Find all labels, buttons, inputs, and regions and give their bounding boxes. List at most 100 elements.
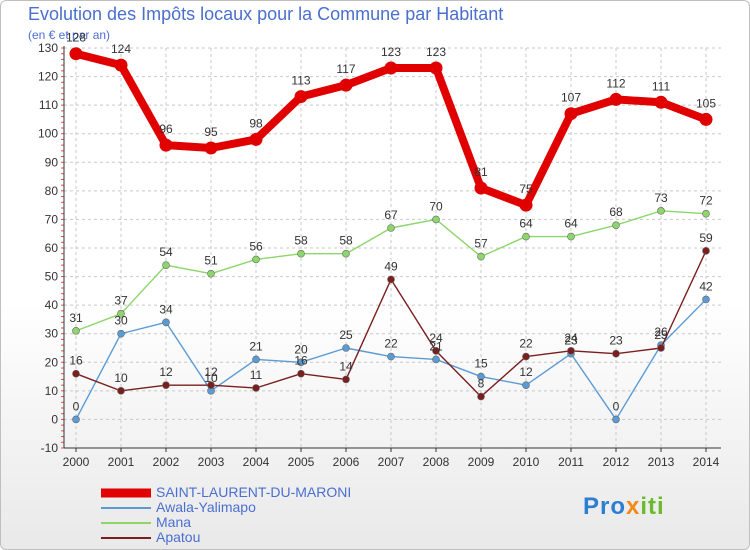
y-tick-label: 110 [39, 98, 58, 112]
data-label: 15 [474, 357, 488, 371]
x-tick-label: 2004 [243, 455, 270, 469]
y-tick-label: 100 [38, 127, 58, 141]
data-label: 25 [339, 328, 353, 342]
x-tick-label: 2000 [63, 455, 90, 469]
y-tick-label: 0 [51, 412, 58, 426]
data-label: 11 [250, 368, 263, 382]
data-point [432, 347, 440, 355]
data-point [384, 61, 398, 75]
data-label: 123 [381, 45, 401, 59]
data-label: 34 [159, 302, 173, 316]
data-label: 96 [159, 122, 173, 136]
x-tick-label: 2014 [693, 455, 720, 469]
data-label: 57 [474, 237, 488, 251]
data-label: 16 [294, 354, 308, 368]
data-point [609, 92, 623, 106]
data-label: 49 [384, 259, 398, 273]
data-point [702, 209, 710, 218]
data-point [72, 327, 80, 335]
data-point [207, 269, 215, 278]
data-label: 124 [111, 42, 131, 56]
data-label: 37 [114, 294, 128, 308]
y-tick-label: 120 [38, 70, 58, 84]
data-point [117, 387, 125, 395]
data-label: 113 [291, 74, 310, 88]
data-label: 23 [609, 334, 623, 348]
data-label: 22 [384, 337, 398, 351]
x-tick-label: 2009 [468, 455, 495, 469]
data-point [654, 95, 668, 109]
y-tick-label: 130 [38, 41, 58, 55]
data-point [657, 207, 665, 215]
data-label: 98 [249, 116, 263, 130]
y-tick-label: 20 [45, 355, 59, 369]
x-tick-label: 2001 [108, 455, 135, 469]
data-point [699, 112, 713, 126]
data-point [207, 381, 215, 389]
data-label: 72 [699, 194, 713, 208]
data-label: 59 [699, 231, 713, 245]
y-tick-label: 10 [45, 384, 59, 398]
x-tick-label: 2002 [153, 455, 180, 469]
data-label: 128 [66, 31, 86, 45]
data-label: 24 [564, 331, 578, 345]
data-point [117, 309, 125, 318]
data-point [162, 381, 170, 389]
data-point [702, 247, 710, 255]
data-label: 24 [429, 331, 443, 345]
y-tick-label: 60 [45, 241, 59, 255]
data-point [612, 415, 620, 424]
data-point [72, 369, 80, 378]
data-point [477, 372, 485, 381]
data-label: 10 [114, 371, 128, 385]
data-point [252, 355, 260, 364]
data-point [342, 249, 350, 258]
data-label: 64 [564, 217, 578, 231]
data-point [612, 221, 620, 229]
data-label: 12 [519, 365, 533, 379]
y-tick-label: 70 [45, 212, 59, 226]
data-label: 105 [696, 96, 716, 110]
y-tick-label: 40 [45, 298, 59, 312]
data-point [612, 349, 620, 358]
chart-subtitle: (en € et par an) [28, 28, 111, 42]
x-tick-label: 2011 [558, 455, 584, 469]
data-point [567, 232, 575, 241]
x-tick-label: 2008 [423, 455, 450, 469]
legend-label: Mana [156, 514, 192, 530]
data-label: 67 [384, 208, 398, 222]
data-label: 31 [69, 311, 83, 325]
data-label: 21 [429, 339, 443, 353]
legend-label: Apatou [156, 529, 201, 545]
data-label: 21 [249, 339, 263, 353]
legend-swatch [101, 488, 151, 497]
data-label: 58 [339, 234, 353, 248]
data-point [519, 198, 533, 212]
data-point [387, 275, 395, 284]
data-point [342, 344, 350, 352]
data-label: 64 [519, 217, 533, 231]
data-label: 8 [478, 377, 485, 391]
data-point [387, 352, 395, 361]
data-label: 0 [73, 399, 80, 413]
data-point [564, 107, 578, 121]
data-label: 30 [114, 314, 128, 328]
data-point [522, 352, 530, 361]
data-point [477, 392, 485, 401]
data-label: 14 [339, 359, 353, 373]
data-point [162, 318, 170, 327]
data-label: 123 [426, 45, 446, 59]
proxiti-logo: Proxiti [583, 493, 665, 520]
chart-title: Evolution des Impôts locaux pour la Comm… [28, 4, 504, 24]
data-label: 56 [249, 239, 263, 253]
y-tick-label: 90 [45, 155, 59, 169]
data-point [567, 347, 575, 355]
data-point [522, 381, 530, 389]
data-point [297, 369, 305, 378]
x-tick-label: 2003 [198, 455, 225, 469]
data-label: 25 [654, 328, 668, 342]
legend-swatch [101, 536, 151, 539]
data-point [159, 138, 173, 152]
